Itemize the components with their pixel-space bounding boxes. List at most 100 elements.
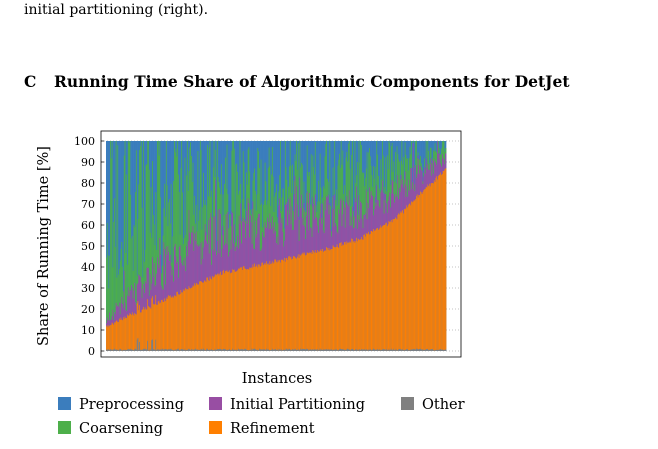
bar-segment-refinement <box>184 289 186 349</box>
bar-segment-initial-partitioning <box>267 217 269 264</box>
bar-segment-refinement <box>439 174 441 349</box>
bar-segment-refinement <box>378 228 380 350</box>
bar-segment-coarsening <box>366 152 368 220</box>
bar-segment-initial-partitioning <box>444 164 446 170</box>
bar-segment-coarsening <box>347 161 349 205</box>
bar-segment-initial-partitioning <box>222 225 224 271</box>
bar-segment-coarsening <box>404 142 406 172</box>
bar-segment-initial-partitioning <box>231 211 233 273</box>
bar-segment-refinement <box>397 214 399 351</box>
bar-segment-refinement <box>225 271 227 351</box>
bar-segment-refinement <box>366 234 368 350</box>
bar-segment-coarsening <box>377 154 379 200</box>
bar-segment-other <box>169 349 171 351</box>
bar-segment-refinement <box>356 237 358 350</box>
bar-segment-coarsening <box>414 184 416 192</box>
bar-segment-coarsening <box>242 199 244 222</box>
bar-segment-other <box>273 349 275 351</box>
bar-segment-initial-partitioning <box>152 277 155 304</box>
bar-segment-refinement <box>159 303 161 351</box>
bar-segment-coarsening <box>375 202 377 206</box>
bar-segment-other <box>237 350 239 351</box>
bar-segment-coarsening <box>182 192 184 266</box>
bar-segment-refinement <box>318 251 320 351</box>
bar-segment-refinement <box>375 229 377 350</box>
bar-segment-initial-partitioning <box>365 189 368 233</box>
bar-segment-other <box>112 349 114 351</box>
bar-segment-refinement <box>272 263 274 350</box>
bar-segment-other <box>295 349 297 351</box>
bar-segment-initial-partitioning <box>390 193 393 220</box>
bar-segment-refinement <box>203 280 206 350</box>
bar-segment-initial-partitioning <box>106 317 108 326</box>
bar-segment-initial-partitioning <box>256 233 258 265</box>
bar-segment-initial-partitioning <box>423 176 425 191</box>
bar-segment-initial-partitioning <box>380 192 382 226</box>
bar-segment-refinement <box>175 296 177 351</box>
bar-segment-initial-partitioning <box>233 243 235 270</box>
bar-segment-refinement <box>158 300 160 350</box>
bar-segment-initial-partitioning <box>114 311 116 323</box>
bar-segment-initial-partitioning <box>128 296 130 316</box>
bar-segment-other <box>124 349 126 351</box>
bar-segment-initial-partitioning <box>221 248 223 275</box>
bar-segment-other <box>350 350 352 351</box>
bar-segment-refinement <box>293 256 295 350</box>
bar-segment-initial-partitioning <box>246 210 248 270</box>
bar-segment-coarsening <box>352 141 354 207</box>
bar-segment-refinement <box>388 220 390 349</box>
bar-segment-initial-partitioning <box>220 257 223 275</box>
bar-segment-refinement <box>318 251 321 350</box>
bar-segment-refinement <box>441 173 444 350</box>
bar-segment-coarsening <box>167 226 169 246</box>
bar-segment-initial-partitioning <box>307 202 309 253</box>
bar-segment-refinement <box>214 275 216 349</box>
bar-segment-refinement <box>331 248 334 351</box>
bar-segment-refinement <box>216 274 218 350</box>
bar-segment-initial-partitioning <box>433 173 435 184</box>
bar-segment-preprocessing <box>136 141 138 351</box>
bar-segment-coarsening <box>176 156 178 264</box>
bar-segment-other <box>238 349 240 351</box>
bar-segment-refinement <box>178 294 180 349</box>
bar-segment-coarsening <box>297 143 300 217</box>
bar-segment-other <box>234 349 236 351</box>
bar-segment-initial-partitioning <box>225 243 227 271</box>
bar-segment-other <box>161 349 163 351</box>
bar-segment-initial-partitioning <box>339 200 342 243</box>
bar-segment-refinement <box>228 271 230 350</box>
bar-segment-initial-partitioning <box>248 203 250 270</box>
bar-segment-other <box>394 350 396 351</box>
bar-segment-initial-partitioning <box>331 236 333 249</box>
bar-segment-refinement <box>264 262 266 350</box>
bar-segment-refinement <box>112 323 114 350</box>
bar-segment-refinement <box>418 194 420 350</box>
intro-text: initial partitioning (right). <box>24 2 209 18</box>
bar-segment-refinement <box>130 313 132 349</box>
bar-segment-coarsening <box>119 260 121 315</box>
bar-segment-refinement <box>377 227 379 350</box>
bar-segment-other <box>106 350 108 351</box>
bar-segment-coarsening <box>325 144 327 211</box>
bar-segment-other <box>306 349 308 351</box>
bar-segment-initial-partitioning <box>288 214 291 256</box>
bar-segment-initial-partitioning <box>315 217 317 253</box>
bar-segment-other <box>120 349 122 351</box>
bar-segment-initial-partitioning <box>216 240 219 274</box>
bar-segment-other <box>383 349 385 351</box>
bar-segment-other <box>220 349 223 351</box>
bar-segment-initial-partitioning <box>278 205 280 262</box>
bar-segment-initial-partitioning <box>188 210 190 287</box>
bar-segment-other <box>165 349 167 351</box>
bar-segment-refinement <box>119 319 121 349</box>
bar-segment-other <box>208 349 210 351</box>
bar-segment-coarsening <box>225 157 227 244</box>
bar-segment-initial-partitioning <box>151 283 153 299</box>
bar-segment-coarsening <box>361 172 363 219</box>
bar-segment-refinement <box>148 305 150 351</box>
bar-segment-other <box>422 349 424 351</box>
bar-segment-refinement <box>145 309 147 350</box>
bar-segment-coarsening <box>378 188 380 207</box>
bar-segment-initial-partitioning <box>379 208 381 228</box>
bar-segment-initial-partitioning <box>377 200 379 228</box>
